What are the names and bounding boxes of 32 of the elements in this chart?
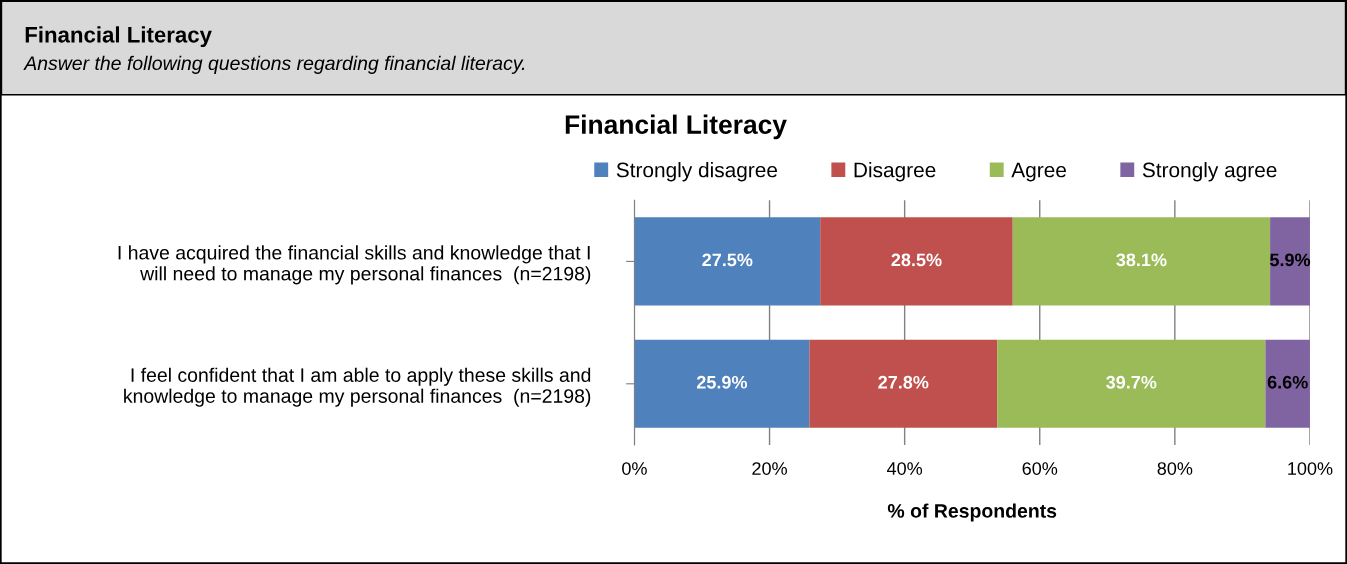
chart-title: Financial Literacy (565, 114, 787, 140)
y-tick-label: I feel confident that I am able to apply these skills and knowledge to manage my personal finances (n=2198) (124, 367, 591, 407)
bar (1012, 217, 1271, 306)
x-tick-label: 40% (886, 462, 923, 475)
x-tick-label: 100% (1288, 462, 1333, 475)
bar (820, 217, 1013, 306)
y-tick-label: I have acquired the financial skills and knowledge that I will need to manage my personal finances (n=2198) (118, 245, 591, 285)
legend-label: Strongly disagree (616, 162, 777, 182)
bar (634, 217, 821, 306)
bar (634, 339, 810, 428)
legend-label: Agree (1011, 162, 1066, 182)
x-tick-label: 20% (752, 462, 787, 475)
data-label: 25.9% (696, 375, 748, 389)
bar (997, 339, 1266, 428)
data-label: 27.8% (878, 375, 929, 389)
bar (1270, 217, 1310, 306)
data-label: 6.6% (1267, 375, 1308, 389)
x-tick-label: 0% (622, 462, 647, 475)
text: Financial Literacy (25, 26, 212, 48)
bar (809, 339, 998, 428)
data-label: 38.1% (1116, 253, 1167, 267)
legend-label: Strongly agree (1142, 162, 1277, 182)
bar (1265, 339, 1310, 428)
legend-label: Disagree (854, 162, 936, 182)
x-axis-title: % of Respondents (887, 503, 1057, 522)
data-label: 28.5% (891, 253, 942, 267)
text: Answer the following questions regarding financial literacy. (23, 55, 525, 74)
x-tick-label: 60% (1022, 462, 1058, 475)
x-tick-label: 80% (1157, 462, 1193, 475)
data-label: 5.9% (1270, 253, 1311, 267)
data-label: 39.7% (1106, 375, 1157, 389)
data-label: 27.5% (702, 253, 753, 267)
